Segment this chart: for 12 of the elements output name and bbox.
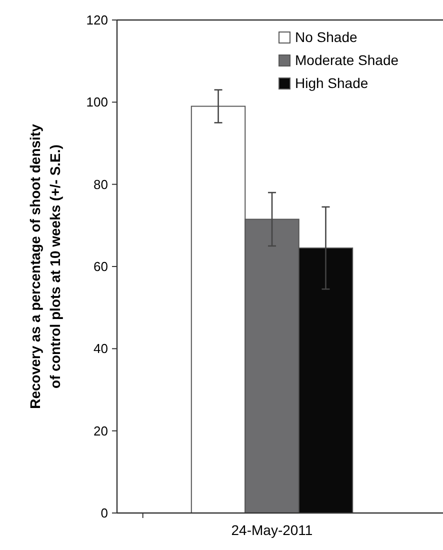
y-tick-label: 0 (100, 506, 108, 521)
y-tick-label: 100 (86, 94, 108, 110)
y-tick-label: 80 (94, 176, 108, 192)
legend-label: High Shade (295, 75, 368, 91)
legend-label: Moderate Shade (295, 52, 399, 68)
y-tick-label: 120 (86, 12, 108, 28)
y-axis-title: Recovery as a percentage of shoot density of control plots at 10 weeks (+/- S.E.) (27, 124, 63, 409)
x-tick-label: 24-May-2011 (231, 522, 313, 538)
y-tick-label: 60 (94, 259, 108, 274)
y-tick-label: 40 (94, 341, 108, 356)
y-tick-label: 20 (94, 423, 108, 438)
legend-label: No Shade (295, 29, 358, 45)
